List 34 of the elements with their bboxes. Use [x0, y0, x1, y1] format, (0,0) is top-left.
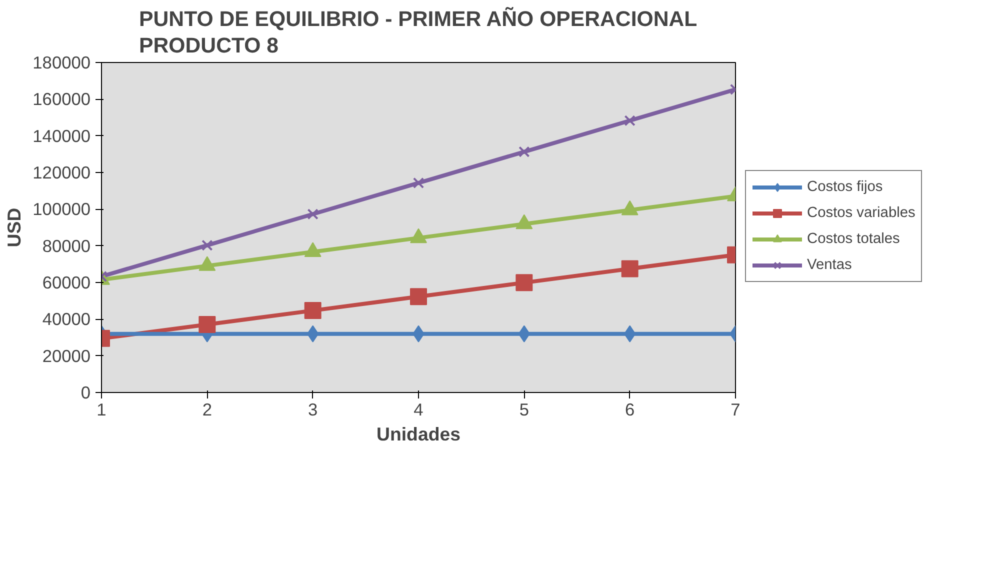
point	[518, 146, 530, 158]
point	[412, 177, 424, 189]
x-tick-label: 3	[308, 400, 318, 420]
legend-label: Costos variables	[807, 205, 916, 221]
chart-title: PUNTO DE EQUILIBRIO - PRIMER AÑO OPERACIONAL PRODUCTO 8	[139, 7, 698, 58]
legend-label: Costos totales	[807, 231, 900, 247]
point	[624, 115, 636, 126]
point	[307, 208, 318, 220]
y-tick-label: 180000	[32, 52, 91, 72]
point	[410, 288, 427, 306]
y-tick-label: 20000	[42, 346, 90, 366]
x-axis-title: Unidades	[376, 424, 460, 444]
legend-label: Ventas	[807, 257, 852, 273]
y-tick-label: 160000	[32, 89, 91, 110]
point	[202, 240, 213, 251]
point	[516, 274, 533, 292]
x-tick-label: 1	[96, 400, 106, 420]
y-tick-label: 120000	[32, 162, 91, 182]
x-tick-label: 5	[519, 400, 529, 420]
y-tick-label: 60000	[42, 272, 90, 292]
x-tick-label: 2	[202, 400, 212, 420]
x-tick-label: 6	[625, 400, 635, 420]
y-tick-label: 140000	[32, 126, 91, 146]
point	[304, 302, 322, 320]
x-tick-label: 7	[730, 400, 740, 420]
y-tick-label: 40000	[42, 309, 90, 330]
y-axis-title: USD	[4, 208, 25, 248]
x-tick-label: 4	[414, 400, 424, 420]
point	[621, 260, 638, 278]
legend-label: Costos fijos	[807, 179, 883, 195]
y-tick-label: 0	[80, 382, 91, 402]
y-tick-label: 80000	[42, 236, 90, 256]
y-tick-label: 100000	[32, 199, 91, 220]
point	[198, 316, 216, 333]
